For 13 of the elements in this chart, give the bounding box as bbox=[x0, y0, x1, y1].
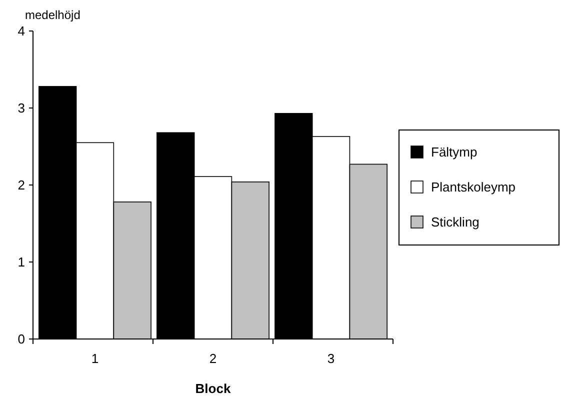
y-tick-label: 4 bbox=[18, 24, 25, 39]
y-tick-label: 3 bbox=[18, 100, 25, 116]
y-tick-label: 1 bbox=[18, 254, 25, 270]
x-tick-label: 1 bbox=[91, 351, 99, 366]
y-axis-title: medelhöjd bbox=[25, 8, 80, 22]
x-tick-label: 2 bbox=[209, 351, 217, 366]
x-tick-label: 3 bbox=[327, 351, 335, 366]
legend-label: Stickling bbox=[431, 214, 480, 230]
y-tick-label: 2 bbox=[18, 178, 25, 193]
x-axis-title: Block bbox=[195, 381, 232, 396]
legend-label: Plantskoleymp bbox=[431, 180, 516, 195]
legend-label: Fältymp bbox=[431, 144, 478, 160]
y-tick-label: 0 bbox=[18, 332, 25, 347]
